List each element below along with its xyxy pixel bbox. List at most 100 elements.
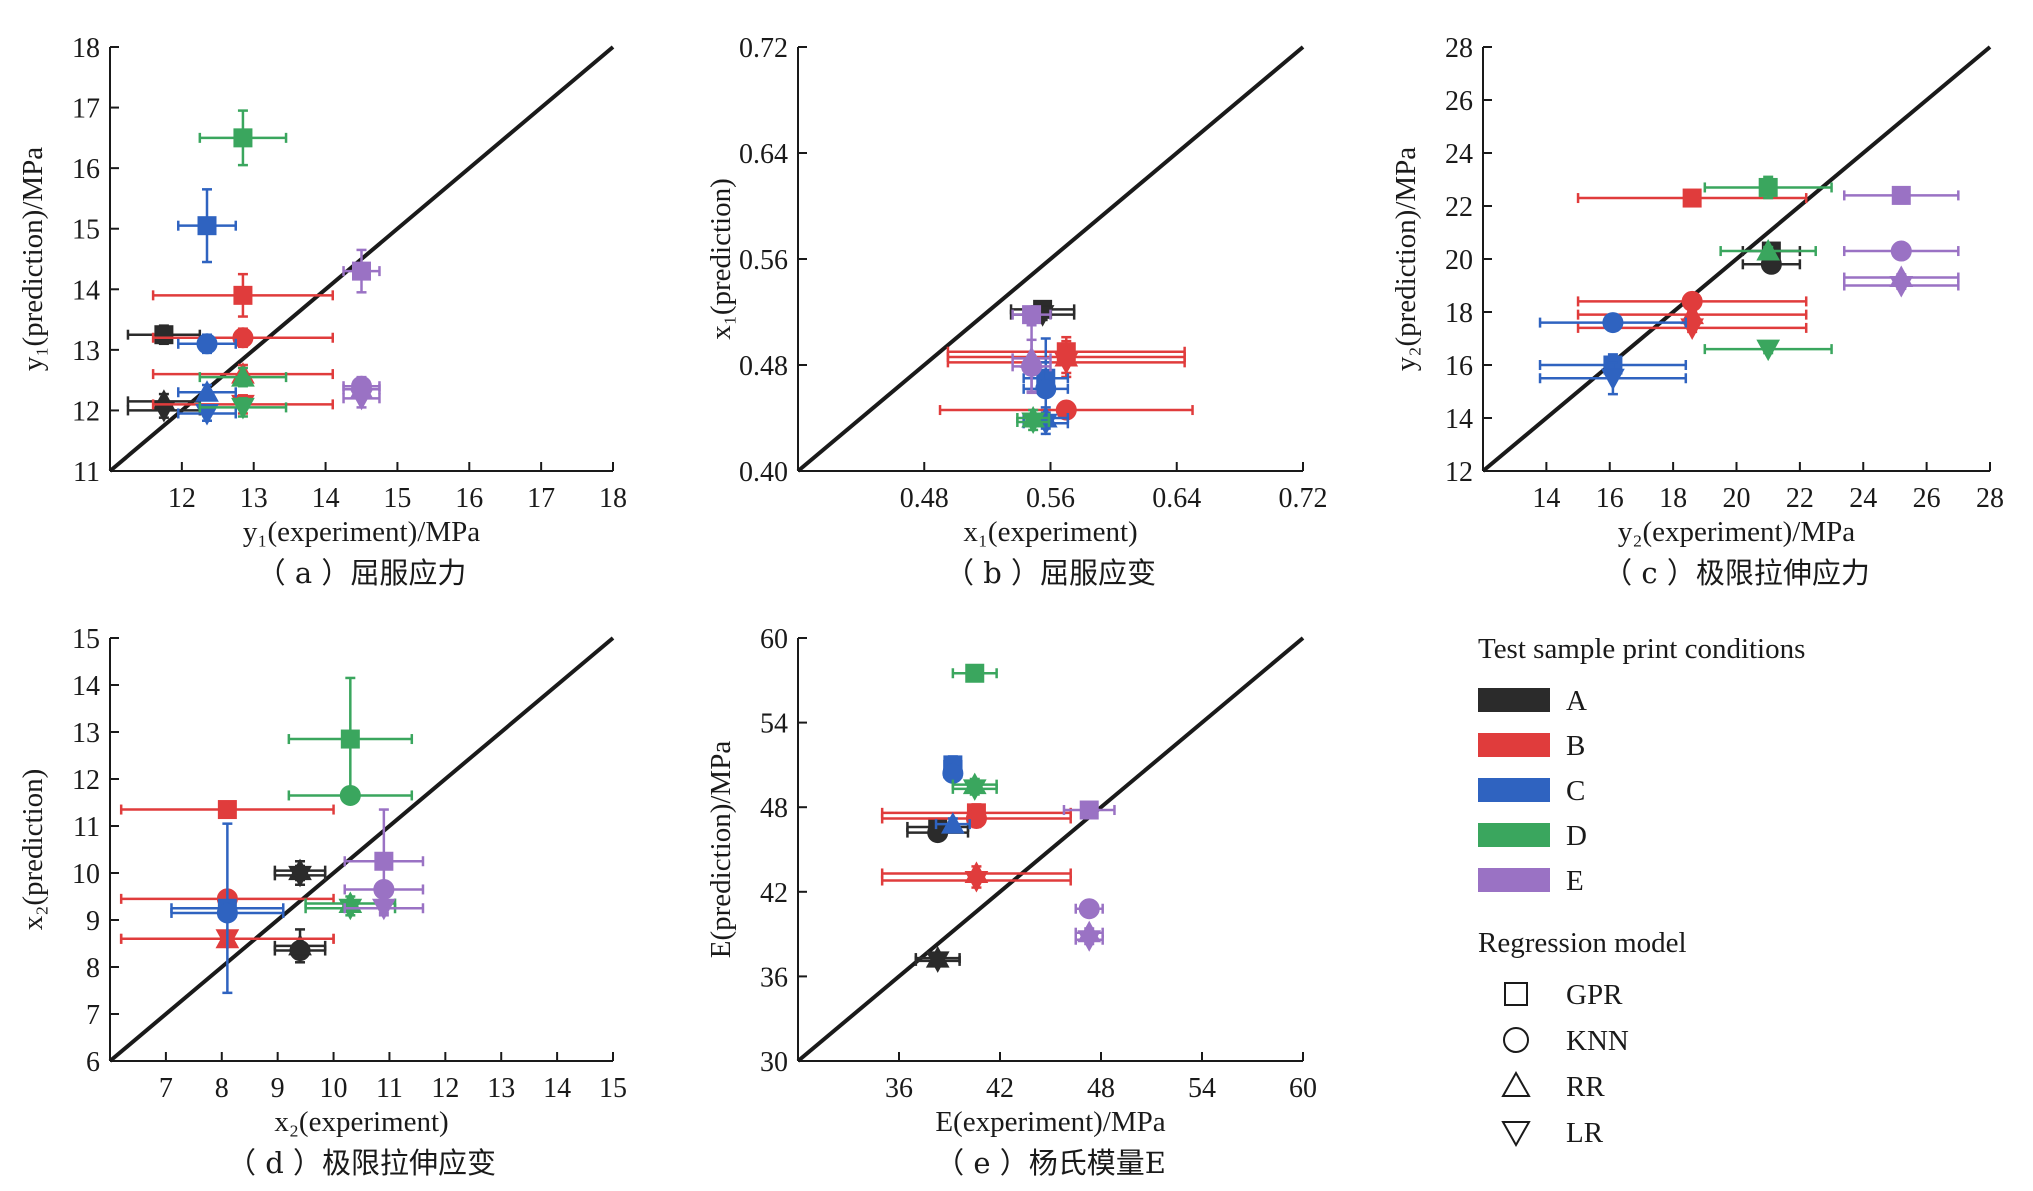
x-tick-label: 16 bbox=[1596, 483, 1624, 514]
marker-circle bbox=[232, 327, 254, 349]
marker-triangle-down bbox=[925, 951, 950, 973]
panel-caption: （ c ）极限拉伸应力 bbox=[1603, 556, 1870, 590]
x-tick-label: 18 bbox=[599, 483, 627, 514]
x-tick-label: 16 bbox=[455, 483, 483, 514]
y-tick-label: 11 bbox=[73, 812, 100, 843]
legend-model-gpr: GPR bbox=[1504, 979, 1623, 1011]
point-B-circle bbox=[880, 807, 1072, 829]
point-C-square bbox=[177, 188, 237, 264]
marker-triangle-down bbox=[962, 779, 987, 801]
x-tick-label: 12 bbox=[431, 1073, 459, 1104]
marker-triangle-down bbox=[1077, 930, 1102, 952]
point-A-triangle-down bbox=[273, 864, 327, 888]
identity-line bbox=[1481, 45, 1992, 473]
marker-square bbox=[233, 285, 253, 305]
point-E-square bbox=[342, 248, 381, 294]
marker-square bbox=[197, 216, 217, 236]
y-tick-label: 8 bbox=[86, 953, 100, 984]
y-tick-label: 13 bbox=[72, 336, 100, 367]
point-C-triangle-up bbox=[177, 380, 237, 402]
legend-models-title: Regression model bbox=[1478, 927, 1687, 959]
legend-conditions-title: Test sample print conditions bbox=[1478, 633, 1805, 665]
point-D-triangle-down bbox=[951, 779, 998, 801]
marker-triangle-up bbox=[195, 380, 219, 402]
marker-circle bbox=[965, 807, 987, 829]
point-D-circle bbox=[287, 784, 414, 806]
panel-caption: （ b ）屈服应变 bbox=[945, 556, 1156, 590]
point-B-square bbox=[151, 272, 335, 318]
identity-line bbox=[796, 636, 1305, 1063]
y-tick-label: 13 bbox=[72, 718, 100, 749]
marker-triangle-down bbox=[349, 388, 374, 411]
y-tick-label: 28 bbox=[1445, 33, 1473, 64]
panels-group: 12 13 14 15 16 17 18 11 12 13 14 15 16 17 18 y₁(experim… bbox=[17, 33, 2004, 1180]
marker-triangle-up bbox=[941, 812, 965, 834]
marker-circle bbox=[216, 902, 238, 924]
y-tick-label: 24 bbox=[1445, 139, 1473, 170]
y-tick-label: 11 bbox=[73, 457, 100, 488]
marker-triangle-down bbox=[964, 871, 989, 893]
point-B-circle bbox=[1576, 290, 1808, 312]
point-C-triangle-up bbox=[934, 812, 971, 834]
x-tick-label: 13 bbox=[240, 483, 268, 514]
x-tick-label: 9 bbox=[271, 1073, 285, 1104]
marker-triangle-down bbox=[231, 397, 255, 420]
y-tick-label: 15 bbox=[72, 624, 100, 655]
marker-square bbox=[1079, 800, 1099, 820]
x-tick-label: 48 bbox=[1087, 1073, 1115, 1104]
y-tick-label: 18 bbox=[72, 33, 100, 64]
marker-triangle-down bbox=[195, 403, 219, 426]
legend-model-label: KNN bbox=[1566, 1025, 1629, 1057]
point-E-circle bbox=[1011, 338, 1052, 395]
point-A-triangle-down bbox=[914, 951, 961, 973]
legend-marker-triangle-down bbox=[1501, 1121, 1531, 1148]
panel-d: 7 8 9 10 11 12 13 14 15 6 7 8 9 10 11 12 13 14 15 x₂(experi… bbox=[17, 624, 627, 1180]
marker-circle bbox=[196, 333, 218, 355]
x-tick-label: 10 bbox=[320, 1073, 348, 1104]
point-D-triangle-down bbox=[198, 397, 288, 420]
point-E-triangle-down bbox=[342, 387, 381, 411]
marker-triangle-down bbox=[372, 898, 396, 921]
point-E-square bbox=[1062, 800, 1116, 820]
marker-circle bbox=[1021, 355, 1043, 377]
legend-model-label: GPR bbox=[1566, 979, 1623, 1011]
identity-line bbox=[796, 45, 1305, 473]
marker-square bbox=[1891, 185, 1911, 205]
y-tick-label: 14 bbox=[72, 275, 100, 306]
y-tick-label: 26 bbox=[1445, 86, 1473, 117]
panel-caption: （ d ）极限拉伸应变 bbox=[227, 1146, 496, 1180]
marker-square bbox=[965, 663, 985, 683]
x-tick-label: 20 bbox=[1723, 483, 1751, 514]
x-axis-label: E(experiment)/MPa bbox=[935, 1106, 1165, 1138]
x-tick-label: 11 bbox=[376, 1073, 403, 1104]
legend-swatch bbox=[1478, 868, 1550, 892]
legend-condition-label: C bbox=[1566, 775, 1585, 807]
point-B-circle bbox=[151, 327, 335, 349]
y-axis-label: y₂(prediction)/MPa bbox=[1390, 147, 1422, 371]
point-E-triangle-down bbox=[1074, 930, 1104, 952]
y-axis-label: x₁(prediction) bbox=[705, 178, 737, 340]
point-B-circle bbox=[938, 399, 1194, 421]
x-tick-label: 7 bbox=[159, 1073, 173, 1104]
y-tick-label: 12 bbox=[72, 396, 100, 427]
point-E-triangle-down bbox=[343, 898, 425, 921]
marker-triangle-down bbox=[1054, 352, 1079, 375]
point-E-triangle-down bbox=[1842, 276, 1960, 298]
point-E-square bbox=[1842, 185, 1960, 205]
x-tick-label: 14 bbox=[1532, 483, 1560, 514]
y-axis-label: E(prediction)/MPa bbox=[705, 741, 737, 959]
marker-square bbox=[217, 800, 237, 820]
x-tick-label: 60 bbox=[1289, 1073, 1317, 1104]
y-tick-label: 12 bbox=[1445, 457, 1473, 488]
point-A-square bbox=[126, 324, 202, 346]
point-C-circle bbox=[177, 333, 237, 355]
marker-triangle-up bbox=[231, 365, 255, 387]
point-D-triangle-down bbox=[1016, 412, 1051, 435]
panel-a: 12 13 14 15 16 17 18 11 12 13 14 15 16 17 18 y₁(experim… bbox=[17, 33, 627, 590]
point-B-triangle-down bbox=[880, 871, 1072, 893]
x-tick-label: 14 bbox=[312, 483, 340, 514]
marker-triangle-down bbox=[152, 400, 176, 423]
legend-swatch bbox=[1478, 688, 1550, 712]
